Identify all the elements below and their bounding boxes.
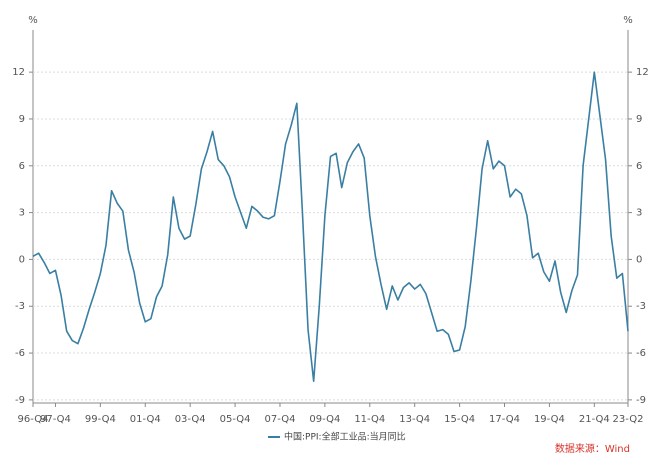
x-tick-label: 15-Q4: [444, 414, 475, 425]
y-tick-label: 6: [19, 161, 25, 172]
y2-tick-label: -9: [636, 395, 646, 406]
x-tick-label: 97-Q4: [40, 414, 71, 425]
y-tick-label: 9: [19, 114, 25, 125]
source: 数据来源：Wind: [555, 442, 630, 455]
y-tick-label: 12: [12, 67, 25, 78]
x-tick-label: 05-Q4: [220, 414, 251, 425]
y2-tick-label: 12: [636, 67, 649, 78]
y-unit: %: [28, 15, 38, 26]
x-tick-label: 09-Q4: [309, 414, 340, 425]
x-tick-label: 96-Q4: [18, 414, 49, 425]
y-tick-label: 3: [19, 208, 25, 219]
y2-tick-label: -6: [636, 348, 646, 359]
x-tick-label: 01-Q4: [130, 414, 161, 425]
y-tick-label: -9: [15, 395, 25, 406]
x-tick-label: 21-Q4: [579, 414, 610, 425]
y-tick-label: 0: [19, 254, 25, 265]
y2-unit: %: [623, 15, 633, 26]
y-tick-label: -6: [15, 348, 25, 359]
y2-tick-label: 3: [636, 208, 642, 219]
x-tick-label: 07-Q4: [265, 414, 296, 425]
x-tick-label: 17-Q4: [489, 414, 520, 425]
y2-tick-label: -3: [636, 301, 646, 312]
x-tick-label: 99-Q4: [85, 414, 116, 425]
x-tick-label: 03-Q4: [175, 414, 206, 425]
y2-tick-label: 6: [636, 161, 642, 172]
x-tick-label: 19-Q4: [534, 414, 565, 425]
y2-tick-label: 0: [636, 254, 642, 265]
line-series: [32, 71, 629, 382]
x-tick-label: 11-Q4: [354, 414, 385, 425]
y-tick-label: -3: [15, 301, 25, 312]
legend-label: 中国:PPI:全部工业品:当月同比: [284, 431, 406, 443]
x-tick-label: 23-Q2: [613, 414, 644, 425]
x-tick-label: 13-Q4: [399, 414, 430, 425]
y2-tick-label: 9: [636, 114, 642, 125]
